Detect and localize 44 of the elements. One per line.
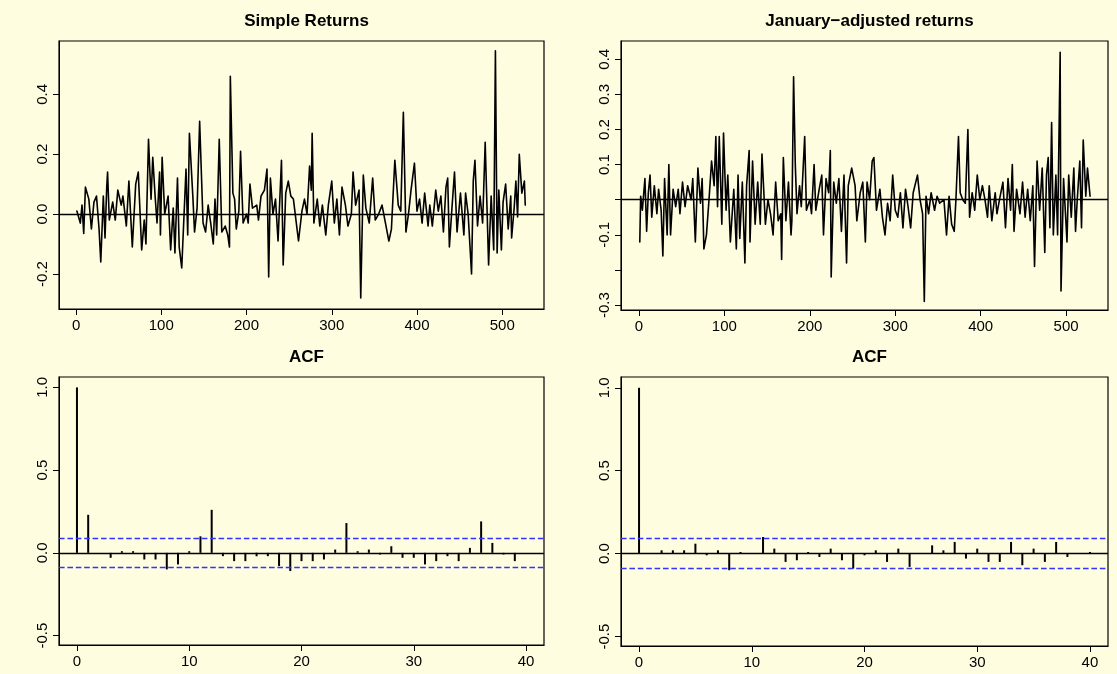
- x-tick-label: 500: [489, 316, 515, 333]
- x-tick-label: 0: [634, 653, 644, 670]
- y-tick-label: 1.0: [33, 376, 50, 398]
- x-tick-label: 0: [634, 317, 644, 334]
- x-tick-label: 200: [234, 316, 260, 333]
- y-tick-label: -0.3: [595, 292, 612, 319]
- y-tick-label: 0.5: [33, 459, 50, 481]
- x-tick-label: 20: [856, 653, 873, 670]
- x-tick-label: 10: [180, 652, 198, 669]
- y-tick-label: 0.3: [595, 83, 612, 105]
- y-tick-label: 0.0: [33, 203, 50, 225]
- x-tick-label: 0: [71, 316, 81, 333]
- y-tick-label: -0.1: [595, 221, 612, 248]
- y-tick-label: -0.5: [595, 623, 612, 650]
- x-tick-label: 400: [968, 317, 994, 334]
- x-tick-label: 300: [319, 316, 345, 333]
- y-tick-label: 0.2: [595, 119, 612, 140]
- chart-title: January−adjusted returns: [765, 11, 974, 30]
- y-tick-label: 0.4: [33, 83, 50, 105]
- y-tick-label: 1.0: [595, 377, 612, 399]
- chart-title: ACF: [289, 347, 324, 366]
- x-tick-label: 30: [405, 652, 423, 669]
- y-tick-label: 0.2: [33, 143, 50, 165]
- x-tick-label: 30: [968, 653, 986, 670]
- x-tick-label: 400: [404, 316, 430, 333]
- x-tick-label: 0: [72, 652, 82, 669]
- x-tick-label: 100: [711, 317, 737, 334]
- y-tick-label: -0.2: [33, 261, 50, 287]
- x-tick-label: 20: [293, 652, 310, 669]
- y-tick-label: 0.4: [595, 48, 612, 70]
- x-tick-label: 40: [1081, 653, 1099, 670]
- chart-title: ACF: [852, 347, 887, 366]
- x-tick-label: 500: [1053, 317, 1079, 334]
- x-tick-label: 300: [882, 317, 908, 334]
- chart-title: Simple Returns: [244, 11, 369, 30]
- y-tick-label: 0.0: [33, 542, 50, 564]
- y-tick-label: 0.0: [595, 543, 612, 565]
- x-tick-label: 40: [517, 652, 535, 669]
- y-tick-label: 0.5: [595, 460, 612, 482]
- y-tick-label: -0.5: [33, 622, 50, 649]
- x-tick-label: 200: [797, 317, 823, 334]
- x-tick-label: 100: [148, 316, 174, 333]
- x-tick-label: 10: [743, 653, 761, 670]
- y-tick-label: 0.1: [595, 154, 612, 176]
